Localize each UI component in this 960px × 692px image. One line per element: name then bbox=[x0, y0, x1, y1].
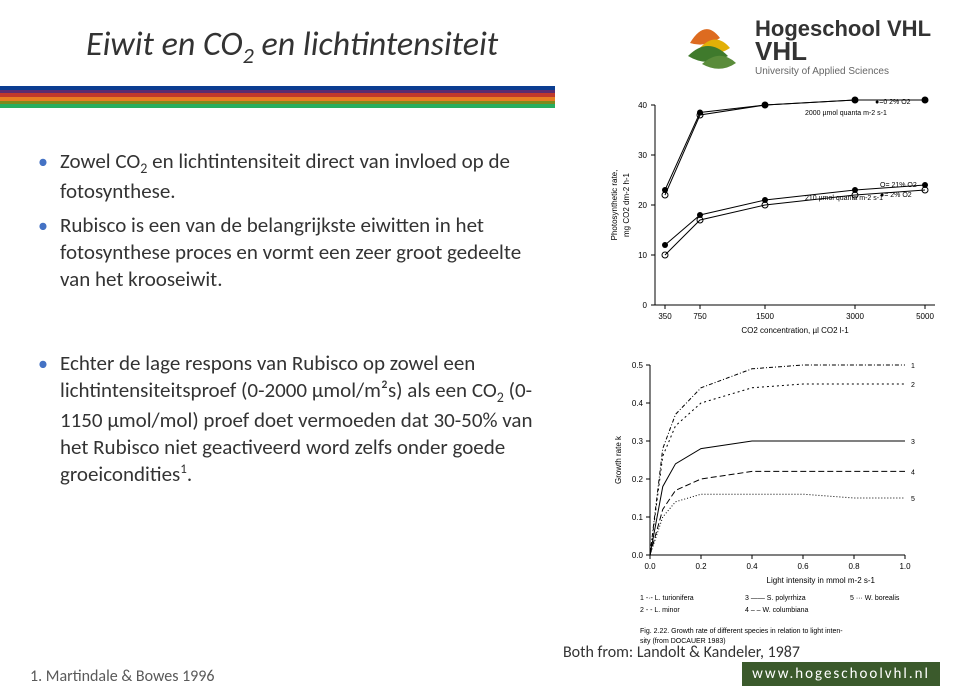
figure-source: Both from: Landolt & Kandeler, 1987 bbox=[563, 643, 800, 662]
svg-text:0: 0 bbox=[643, 301, 648, 310]
svg-text:0.6: 0.6 bbox=[797, 562, 809, 571]
svg-text:4: 4 bbox=[911, 469, 915, 476]
divider-stripe bbox=[0, 86, 555, 108]
slide-title: Eiwit en CO2 en lichtintensiteit bbox=[86, 24, 498, 69]
svg-text:0.5: 0.5 bbox=[632, 361, 644, 370]
svg-text:20: 20 bbox=[638, 201, 647, 210]
svg-text:1 -·- L. turionifera: 1 -·- L. turionifera bbox=[640, 595, 694, 602]
svg-text:Light intensity in mmol m-2 s-: Light intensity in mmol m-2 s-1 bbox=[767, 576, 876, 585]
svg-text:30: 30 bbox=[638, 151, 647, 160]
footnote-ref: 1. Martindale & Bowes 1996 bbox=[30, 667, 215, 686]
svg-text:3: 3 bbox=[911, 439, 915, 446]
svg-text:0.8: 0.8 bbox=[848, 562, 860, 571]
fig-photosynthesis-rate: 10 20 30 40 0 350 750 1500 3000 5000 Photosyntheti… bbox=[605, 95, 945, 350]
svg-text:3 —— S. polyrrhiza: 3 —— S. polyrrhiza bbox=[745, 595, 806, 602]
svg-text:0.4: 0.4 bbox=[632, 399, 644, 408]
leaf-icon bbox=[688, 29, 736, 69]
svg-text:Fig. 2.22. Growth rate of diff: Fig. 2.22. Growth rate of different spec… bbox=[640, 628, 843, 635]
svg-text:350: 350 bbox=[658, 312, 672, 321]
svg-text:5000: 5000 bbox=[916, 312, 934, 321]
svg-text:●=0 2% O2: ●=0 2% O2 bbox=[875, 99, 911, 106]
svg-text:2: 2 bbox=[911, 382, 915, 389]
svg-text:O= 21% O2: O= 21% O2 bbox=[880, 182, 917, 189]
svg-text:CO2 concentration, µl CO2 l-1: CO2 concentration, µl CO2 l-1 bbox=[741, 326, 849, 335]
svg-text:1.0: 1.0 bbox=[899, 562, 911, 571]
svg-text:O=0 21% O2: O=0 21% O2 bbox=[875, 95, 916, 96]
svg-text:210 µmol quanta m-2 s-1: 210 µmol quanta m-2 s-1 bbox=[805, 195, 883, 202]
svg-text:3000: 3000 bbox=[846, 312, 864, 321]
svg-text:0.2: 0.2 bbox=[632, 475, 644, 484]
svg-text:mg CO2 dm-2 h-1: mg CO2 dm-2 h-1 bbox=[622, 172, 631, 237]
svg-text:1: 1 bbox=[911, 363, 915, 370]
svg-text:2 - - L. minor: 2 - - L. minor bbox=[640, 607, 680, 614]
svg-text:Photosynthetic rate,: Photosynthetic rate, bbox=[610, 170, 619, 241]
vhl-logo: Hogeschool VHL VHL University of Applied… bbox=[680, 8, 940, 78]
logo-text-vhl: VHL bbox=[755, 36, 807, 66]
svg-text:0.0: 0.0 bbox=[632, 551, 644, 560]
svg-text:750: 750 bbox=[693, 312, 707, 321]
fig-growth-rate: 0.0 0.1 0.2 0.3 0.4 0.5 0.0 0.2 0.4 0.6 0.8 1.0 Grow… bbox=[605, 355, 945, 655]
bullet-text: •Echter de lage respons van Rubisco op z… bbox=[60, 350, 550, 488]
svg-text:5 ··· W. borealis: 5 ··· W. borealis bbox=[850, 595, 900, 602]
svg-text:5: 5 bbox=[911, 496, 915, 503]
footer-url: www.hogeschoolvhl.nl bbox=[742, 662, 940, 686]
bullet-text: •Rubisco is een van de belangrijkste eiw… bbox=[60, 212, 550, 293]
svg-text:Growth rate k: Growth rate k bbox=[614, 435, 623, 484]
svg-text:0.0: 0.0 bbox=[644, 562, 656, 571]
svg-text:4 – – W. columbiana: 4 – – W. columbiana bbox=[745, 607, 809, 614]
logo-text-sub: University of Applied Sciences bbox=[755, 66, 889, 77]
svg-text:●= 2% O2: ●= 2% O2 bbox=[880, 192, 912, 199]
svg-text:0.1: 0.1 bbox=[632, 513, 644, 522]
svg-text:0.2: 0.2 bbox=[695, 562, 707, 571]
svg-text:1500: 1500 bbox=[756, 312, 774, 321]
svg-text:10: 10 bbox=[638, 251, 647, 260]
svg-text:0.3: 0.3 bbox=[632, 437, 644, 446]
svg-text:40: 40 bbox=[638, 101, 647, 110]
svg-text:2000 µmol quanta m-2 s-1: 2000 µmol quanta m-2 s-1 bbox=[805, 110, 887, 117]
bullet-text: •Zowel CO2 en lichtintensiteit direct va… bbox=[60, 148, 550, 205]
svg-text:0.4: 0.4 bbox=[746, 562, 758, 571]
